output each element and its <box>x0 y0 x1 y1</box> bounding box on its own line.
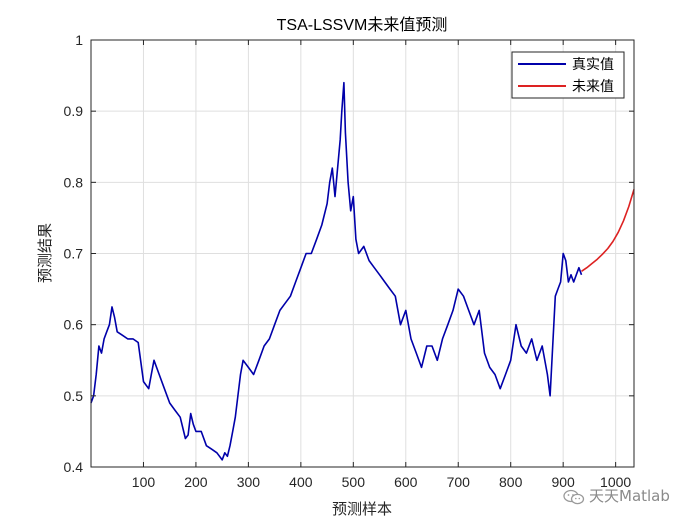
x-tick-label: 800 <box>499 474 523 490</box>
x-tick-label: 500 <box>342 474 366 490</box>
tick-labels: 100 200 300 400 500 600 700 800 900 1000 0.4 0.5 0.6… <box>64 32 632 490</box>
y-tick-label: 0.7 <box>64 246 84 262</box>
y-tick-label: 0.8 <box>64 174 84 190</box>
x-tick-label: 600 <box>394 474 418 490</box>
y-tick-label: 0.9 <box>64 103 84 119</box>
x-tick-label: 100 <box>132 474 156 490</box>
y-tick-label: 0.5 <box>64 388 84 404</box>
legend-label-forecast: 未来值 <box>572 79 614 95</box>
ticks <box>91 39 634 468</box>
x-tick-label: 400 <box>289 474 313 490</box>
y-tick-label: 0.6 <box>64 317 84 333</box>
x-axis-label: 预测样本 <box>332 500 392 518</box>
wechat-icon <box>563 489 585 504</box>
series-layer <box>90 81 635 461</box>
watermark: 天天Matlab <box>563 485 670 506</box>
x-tick-label: 900 <box>551 474 575 490</box>
x-tick-label: 200 <box>184 474 208 490</box>
x-tick-label: 700 <box>447 474 471 490</box>
legend-label-actual: 真实值 <box>572 57 614 73</box>
legend: 真实值 未来值 <box>511 51 625 99</box>
chart-title: TSA-LSSVM未来值预测 <box>277 16 448 34</box>
legend-box <box>511 51 625 99</box>
y-axis-label: 预测结果 <box>36 223 54 283</box>
series-actual-line <box>90 81 583 461</box>
series-forecast-line <box>581 189 635 272</box>
y-tick-label: 1 <box>75 32 83 48</box>
watermark-text: 天天Matlab <box>589 487 670 505</box>
x-tick-label: 300 <box>237 474 261 490</box>
y-tick-label: 0.4 <box>64 459 84 475</box>
x-tick-label: 1000 <box>600 474 631 490</box>
